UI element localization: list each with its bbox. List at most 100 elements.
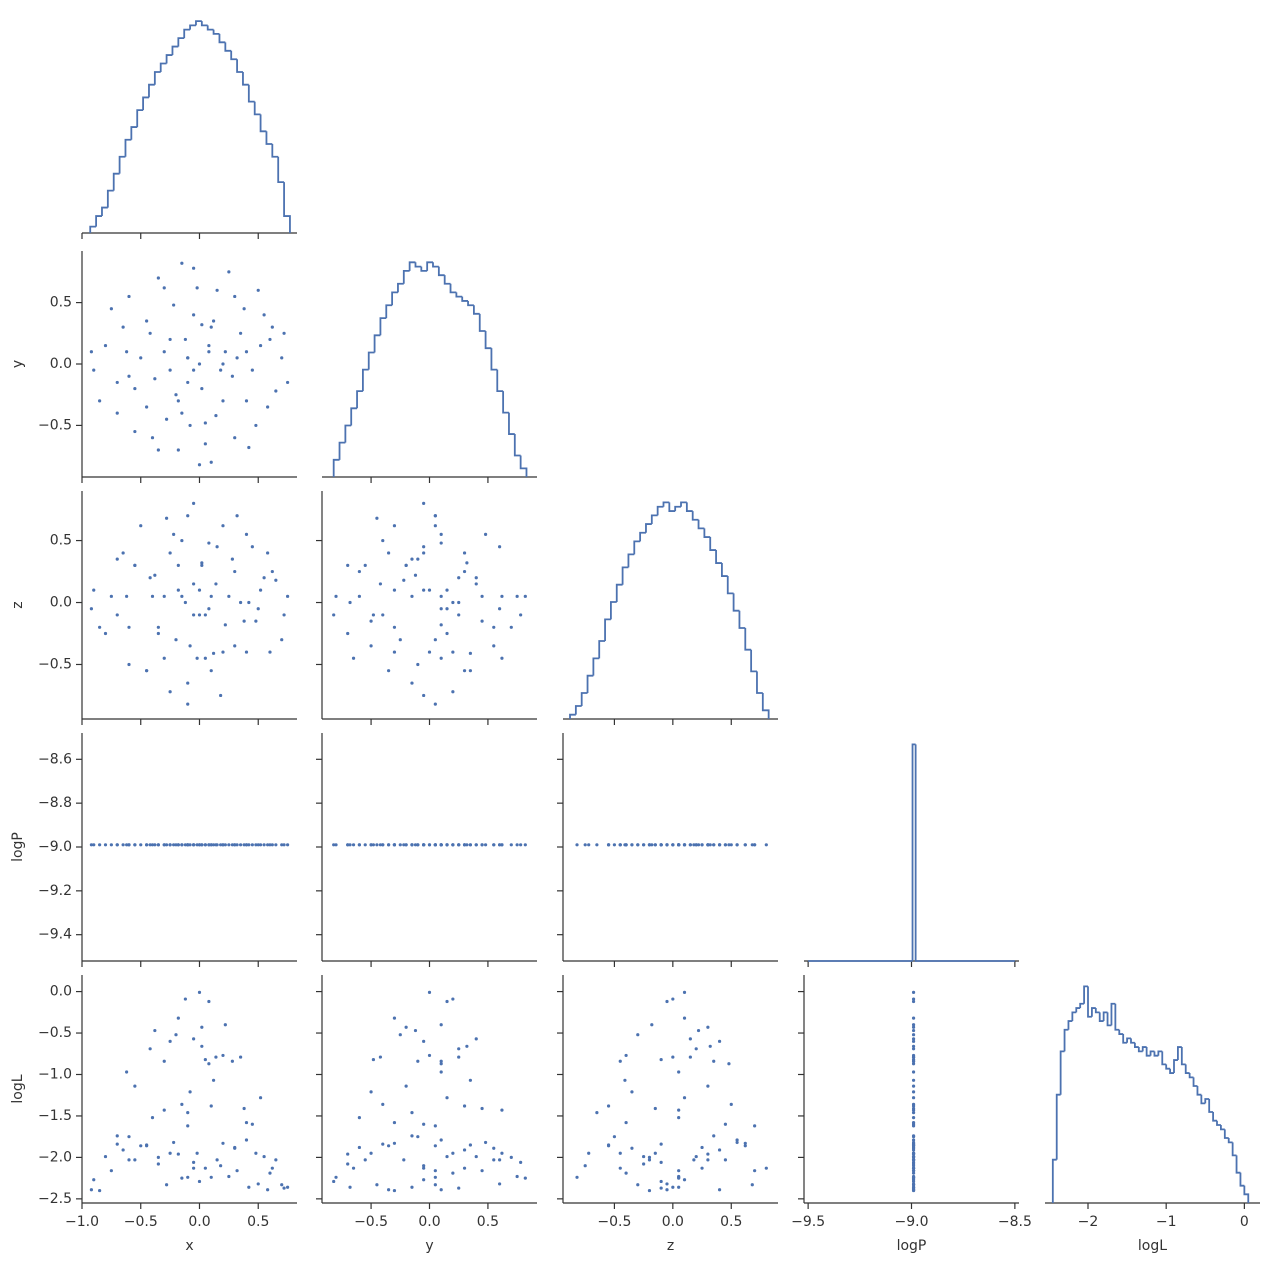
histogram-step	[265, 131, 273, 145]
histogram-step	[598, 640, 606, 659]
scatter-point	[764, 1166, 768, 1170]
histogram-step	[455, 292, 463, 298]
scatter-point	[127, 662, 131, 667]
histogram-step	[461, 296, 469, 302]
scatter-point	[133, 386, 137, 391]
scatter-point	[404, 563, 408, 567]
histogram-step	[1157, 1050, 1163, 1056]
scatter-point	[462, 551, 467, 555]
histogram-step	[467, 300, 474, 307]
scatter-point	[244, 650, 249, 654]
histogram-step	[259, 114, 267, 133]
scatter-point	[121, 325, 125, 329]
scatter-point	[729, 843, 733, 847]
scatter-point	[162, 594, 166, 598]
scatter-point	[357, 594, 361, 598]
histogram-step	[1200, 1094, 1206, 1105]
scatter-point	[351, 656, 356, 660]
scatter-point	[214, 582, 218, 586]
histogram-step	[1067, 1020, 1073, 1030]
scatter-point	[266, 551, 270, 555]
scatter-point	[378, 1055, 383, 1059]
scatter-point	[139, 356, 143, 360]
scatter-point	[280, 843, 284, 847]
scatter-point	[186, 356, 190, 360]
scatter-point	[509, 1155, 513, 1159]
scatter-point	[162, 286, 166, 290]
histogram-step	[242, 71, 249, 86]
histogram-step	[490, 348, 498, 371]
scatter-point	[156, 1162, 160, 1166]
scatter-point	[254, 843, 258, 847]
scatter-point	[911, 1166, 916, 1170]
scatter-point	[410, 1111, 414, 1115]
y-tick-label: −0.5	[38, 417, 72, 433]
scatter-point	[156, 276, 160, 280]
scatter-point	[492, 644, 496, 648]
scatter-point	[258, 1096, 263, 1100]
y-tick-label: −9.0	[38, 839, 72, 855]
scatter-point	[176, 843, 180, 847]
scatter-point	[451, 843, 455, 847]
scatter-point	[215, 545, 219, 549]
scatter-point	[911, 1090, 916, 1094]
scatter-point	[211, 843, 216, 847]
scatter-point	[492, 1158, 496, 1162]
scatter-point	[256, 607, 260, 611]
y-tick-label: 0.0	[50, 356, 72, 372]
scatter-point	[186, 702, 190, 706]
histogram-step	[283, 182, 291, 233]
scatter-point	[148, 576, 152, 580]
x-tick-label: 0.0	[418, 1214, 440, 1230]
histogram-step	[726, 576, 734, 595]
scatter-point	[280, 1183, 284, 1187]
scatter-point	[500, 843, 504, 847]
scatter-point	[462, 1166, 467, 1170]
scatter-point	[911, 1062, 916, 1066]
scatter-point	[282, 1186, 286, 1190]
x-axis-label: z	[667, 1238, 674, 1254]
scatter-point	[911, 1059, 916, 1063]
scatter-point	[468, 651, 472, 655]
scatter-point	[168, 368, 172, 372]
scatter-point	[483, 532, 488, 536]
scatter-point	[280, 638, 284, 642]
histogram-step	[633, 540, 641, 555]
x-tick-label: 0.5	[247, 1214, 269, 1230]
y-tick-label: −1.5	[38, 1108, 72, 1124]
scatter-point	[127, 1158, 131, 1162]
histogram-step	[1087, 986, 1092, 1018]
scatter-point	[239, 331, 243, 335]
scatter-point	[197, 463, 202, 467]
scatter-point	[439, 843, 443, 847]
scatter-point	[235, 356, 239, 360]
scatter-point	[286, 594, 290, 598]
scatter-point	[659, 1186, 663, 1190]
histogram-step	[750, 649, 757, 673]
scatter-point	[188, 423, 192, 428]
scatter-point	[911, 1096, 916, 1100]
scatter-point	[230, 374, 234, 378]
scatter-point	[215, 1158, 219, 1162]
scatter-point	[282, 331, 286, 335]
scatter-point	[371, 1057, 376, 1062]
scatter-point	[211, 651, 216, 655]
histogram-step	[685, 502, 693, 512]
scatter-point	[233, 843, 237, 847]
scatter-point	[250, 545, 254, 549]
histogram-step	[574, 705, 582, 715]
histogram-step	[1192, 1077, 1198, 1087]
scatter-point	[258, 588, 263, 592]
scatter-point	[247, 843, 251, 847]
scatter-point	[624, 1120, 628, 1125]
scatter-point	[439, 594, 443, 598]
scatter-point	[433, 1175, 437, 1179]
histogram-step	[212, 29, 220, 35]
scatter-point	[363, 563, 367, 567]
scatter-point	[244, 532, 249, 536]
scatter-point	[254, 619, 258, 623]
scatter-point	[587, 843, 591, 847]
scatter-point	[233, 294, 237, 299]
scatter-point	[274, 843, 278, 847]
histogram-step	[344, 424, 352, 443]
